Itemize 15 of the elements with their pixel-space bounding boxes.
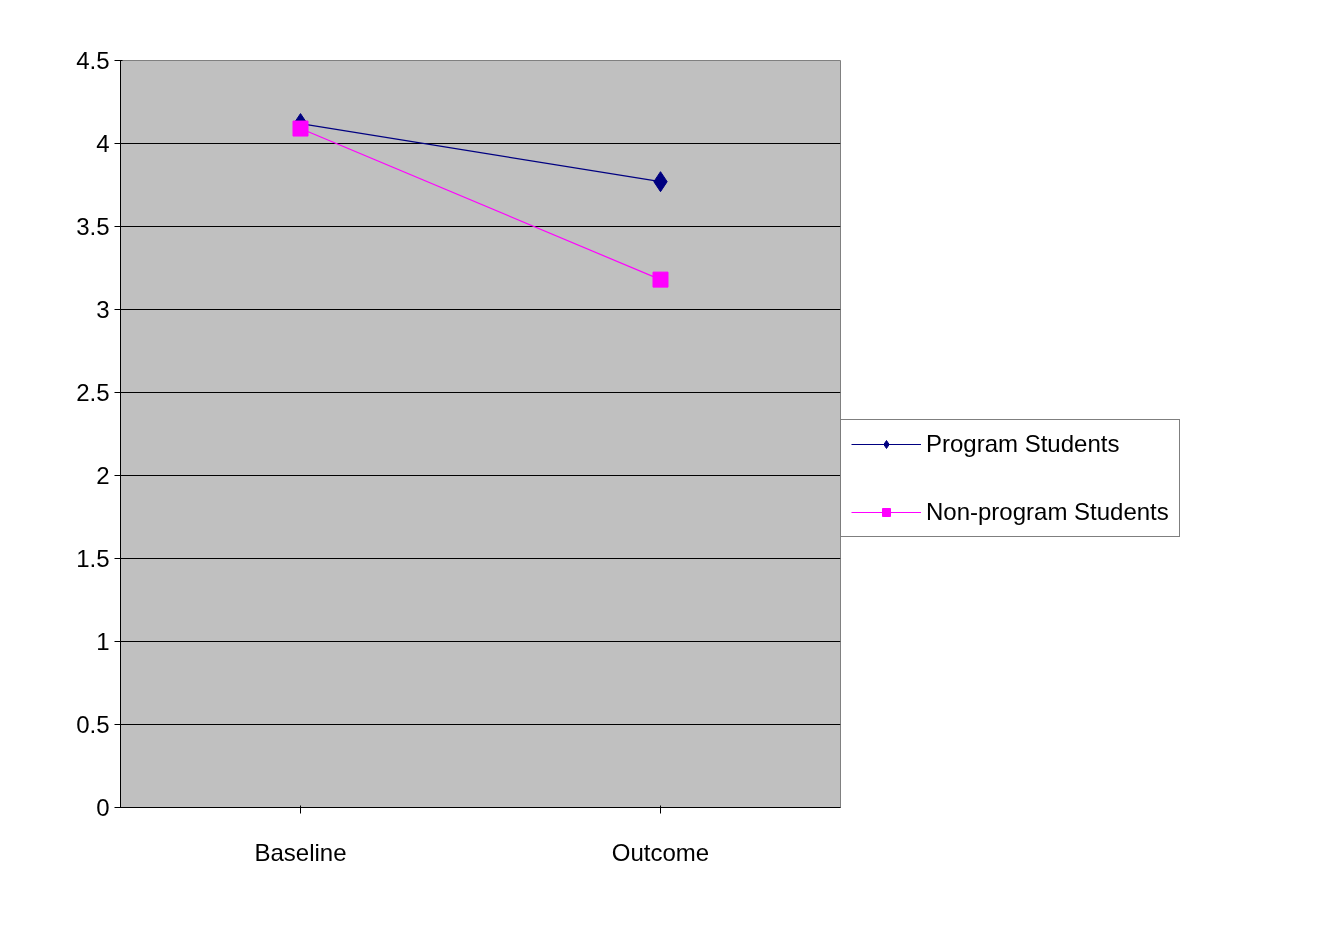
legend-label: Program Students [926, 430, 1120, 458]
y-tick-label: 2 [96, 462, 110, 489]
y-tick-label: 1.5 [76, 545, 110, 572]
y-tick-label: 3.5 [76, 213, 110, 240]
point [652, 271, 669, 288]
x-tick-label: Baseline [254, 838, 347, 866]
legend-label: Non-program Students [926, 498, 1169, 526]
x-tick-label: Outcome [611, 838, 710, 866]
y-tick-label: 0 [96, 794, 110, 821]
y-tick-label: 2.5 [76, 379, 110, 406]
y-tick-label: 0.5 [76, 711, 110, 738]
y-tick-label: 4 [96, 130, 110, 157]
y-tick-label: 1 [96, 628, 110, 655]
y-tick-label: 3 [96, 296, 110, 323]
y-tick-label: 4.5 [76, 47, 110, 74]
